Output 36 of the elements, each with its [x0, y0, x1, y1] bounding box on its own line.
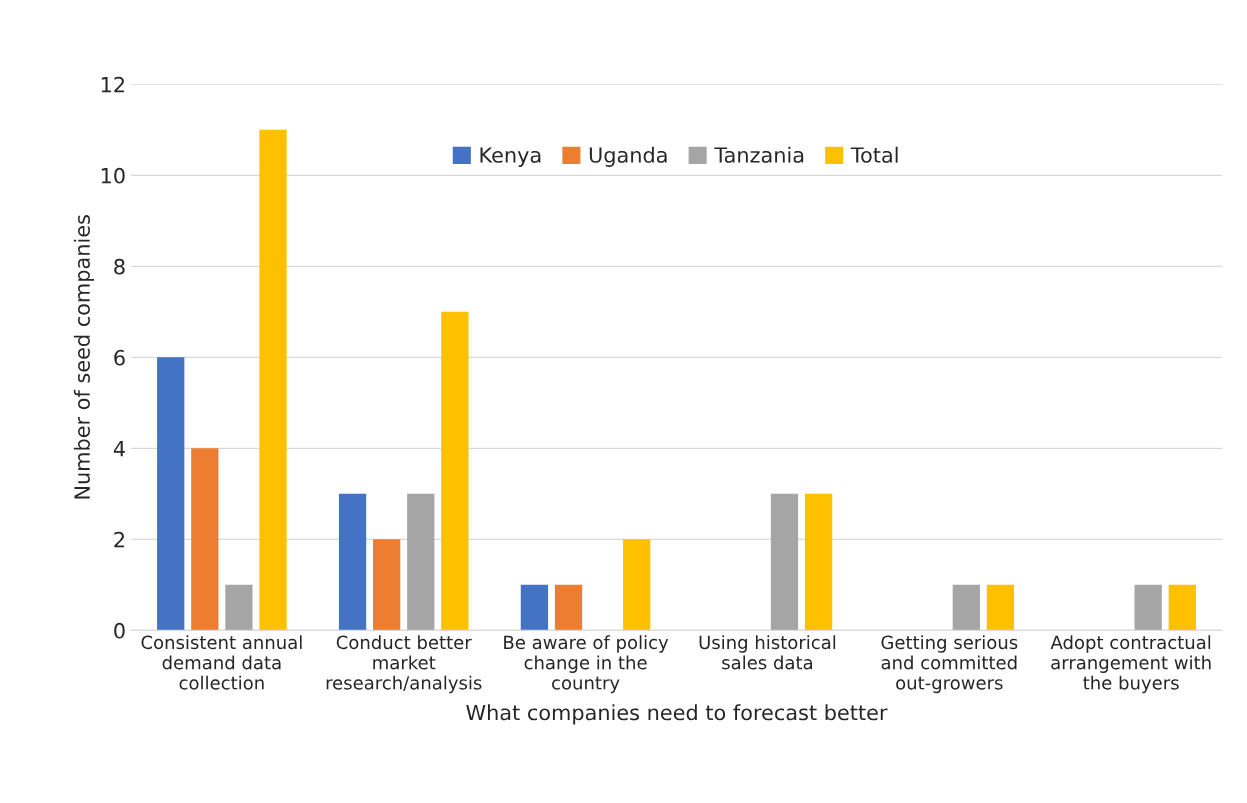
bar — [407, 493, 435, 631]
legend-label: Tanzania — [714, 146, 804, 163]
bar — [623, 539, 651, 631]
bar — [1168, 584, 1196, 631]
y-tick-label: 10 — [101, 167, 125, 184]
bar — [804, 493, 833, 631]
bar — [259, 129, 287, 631]
legend-label: Kenya — [480, 147, 541, 167]
bar — [157, 357, 185, 631]
bar — [338, 493, 367, 631]
bar — [520, 584, 549, 631]
bar — [554, 584, 583, 631]
y-axis-title: Number of seed companies — [73, 215, 95, 499]
x-tick-label: Conduct better market research/analysis — [326, 635, 482, 694]
x-tick-label: Consistent annual demand data collection — [141, 635, 302, 690]
legend-label: Total — [850, 146, 898, 163]
bar — [986, 584, 1015, 631]
bar — [225, 584, 253, 631]
bar — [1134, 584, 1162, 631]
bar — [952, 584, 980, 631]
bar — [373, 539, 401, 631]
bar — [770, 493, 799, 631]
bar — [441, 311, 469, 631]
legend-label: Uganda — [589, 146, 667, 167]
x-tick-label: Be aware of policy change in the country — [504, 635, 669, 694]
y-tick-label: 2 — [114, 531, 124, 548]
x-tick-label: Using historical sales data — [699, 635, 836, 670]
bar — [191, 448, 219, 631]
x-tick-label: Adopt contractual arrangement with the buyers — [1050, 635, 1211, 694]
y-tick-label: 4 — [113, 441, 125, 457]
x-axis-title: What companies need to forecast better — [466, 704, 888, 725]
y-tick-label: 8 — [114, 258, 125, 275]
y-tick-label: 12 — [101, 76, 124, 93]
y-tick-label: 0 — [114, 622, 125, 639]
x-tick-label: Getting serious and committed out-growers — [881, 635, 1018, 694]
y-tick-label: 6 — [114, 349, 125, 366]
